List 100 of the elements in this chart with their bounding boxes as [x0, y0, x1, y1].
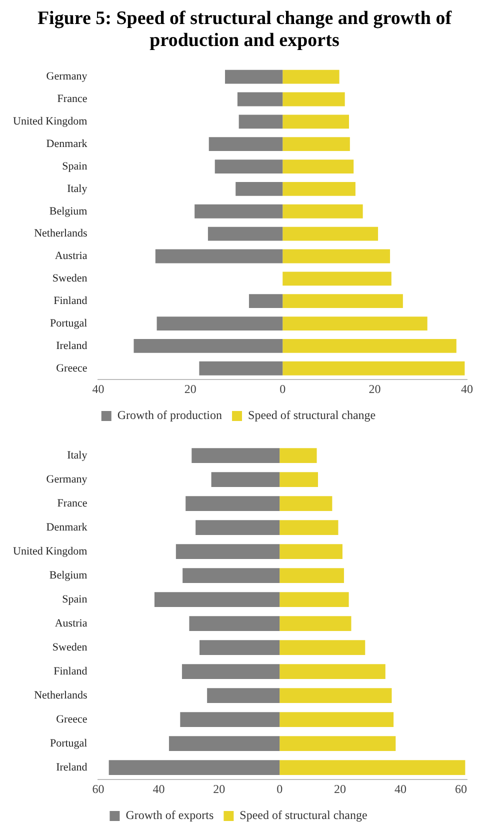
- bar: [282, 361, 465, 376]
- bar: [280, 544, 342, 559]
- bar: [280, 712, 394, 727]
- y-tick-label: Denmark: [46, 521, 88, 534]
- x-tick-label: 40: [152, 782, 165, 796]
- bar: [180, 712, 280, 727]
- bar: [154, 592, 280, 607]
- x-tick-label: 20: [368, 382, 381, 396]
- bar: [282, 136, 350, 151]
- bar: [282, 182, 356, 196]
- bar: [282, 271, 392, 286]
- x-tick-label: 0: [280, 382, 286, 396]
- bar: [214, 159, 283, 174]
- x-tick-label: 40: [92, 382, 104, 396]
- bar: [280, 568, 344, 583]
- x-tick-label: 60: [454, 782, 467, 796]
- y-tick-label: Ireland: [56, 340, 88, 352]
- x-tick-label: 20: [213, 782, 226, 796]
- bar: [282, 114, 349, 128]
- y-tick-label: Belgium: [49, 569, 88, 582]
- bar: [280, 616, 352, 631]
- y-tick-label: United Kingdom: [12, 545, 88, 558]
- legend-label: Growth of exports: [126, 808, 214, 822]
- bar: [182, 664, 280, 679]
- bar: [200, 640, 280, 655]
- bar: [248, 294, 283, 308]
- bar: [282, 204, 363, 218]
- bar: [280, 736, 396, 751]
- bar: [186, 496, 280, 511]
- y-tick-label: Italy: [67, 182, 88, 195]
- y-tick-label: Austria: [54, 617, 88, 630]
- bar: [280, 664, 386, 679]
- y-tick-label: Finland: [54, 294, 88, 307]
- y-tick-label: France: [57, 92, 88, 105]
- y-tick-label: Spain: [62, 593, 88, 606]
- x-tick-label: 20: [184, 382, 196, 396]
- bar: [238, 114, 283, 128]
- bar: [182, 568, 280, 583]
- bar: [280, 520, 338, 535]
- bar: [282, 294, 403, 308]
- legend-label: Growth of production: [117, 408, 222, 422]
- bar: [237, 92, 283, 106]
- bar: [208, 136, 283, 151]
- bar: [207, 688, 280, 703]
- bar: [208, 226, 283, 240]
- y-tick-label: Austria: [54, 250, 88, 262]
- bar: [280, 472, 318, 487]
- x-tick-label: 20: [334, 782, 346, 796]
- bar: [168, 736, 280, 751]
- bar: [282, 70, 340, 84]
- y-tick-label: Greece: [56, 713, 88, 726]
- y-tick-label: United Kingdom: [12, 115, 88, 128]
- bar: [176, 544, 280, 559]
- y-tick-label: Germany: [46, 70, 88, 82]
- bar: [199, 361, 283, 376]
- bar: [282, 316, 428, 330]
- y-tick-label: Ireland: [56, 761, 88, 774]
- bar: [282, 248, 390, 263]
- bar: [225, 70, 283, 84]
- x-tick-label: 40: [394, 782, 407, 796]
- y-tick-label: Sweden: [52, 272, 88, 284]
- bar: [280, 688, 392, 703]
- y-tick-label: Belgium: [49, 204, 88, 217]
- bar: [282, 226, 378, 240]
- y-tick-label: Greece: [56, 362, 88, 374]
- bar: [282, 159, 354, 174]
- bar: [211, 472, 280, 487]
- bar: [282, 338, 456, 353]
- y-tick-label: Netherlands: [34, 689, 88, 702]
- bar: [194, 204, 283, 218]
- legend-label: Speed of structural change: [240, 808, 368, 822]
- y-tick-label: Italy: [67, 449, 88, 462]
- y-tick-label: France: [57, 497, 88, 510]
- y-tick-label: Portugal: [50, 317, 88, 330]
- bar: [282, 92, 345, 106]
- x-tick-label: 40: [461, 382, 473, 396]
- y-tick-label: Spain: [62, 160, 88, 172]
- x-tick-label: 0: [276, 782, 283, 796]
- bar: [280, 640, 366, 655]
- bar: [189, 616, 280, 631]
- y-tick-label: Finland: [54, 665, 88, 678]
- bar: [280, 448, 317, 463]
- bar: [155, 248, 283, 263]
- y-tick-label: Denmark: [46, 138, 88, 150]
- bar: [108, 760, 280, 775]
- bar: [280, 496, 332, 511]
- legend-label: Speed of structural change: [248, 408, 376, 422]
- y-tick-label: Sweden: [52, 641, 88, 654]
- bar: [156, 316, 283, 330]
- bar: [196, 520, 280, 535]
- chart-title: Figure 5: Speed of structural change and growth of production and exports: [36, 8, 453, 52]
- bar: [134, 338, 283, 353]
- y-tick-label: Netherlands: [34, 227, 88, 240]
- bar: [280, 592, 349, 607]
- x-tick-label: 60: [92, 782, 104, 796]
- y-tick-label: Portugal: [50, 737, 88, 750]
- bar: [192, 448, 280, 463]
- bar: [280, 760, 466, 775]
- y-tick-label: Germany: [46, 473, 88, 486]
- bar: [236, 182, 283, 196]
